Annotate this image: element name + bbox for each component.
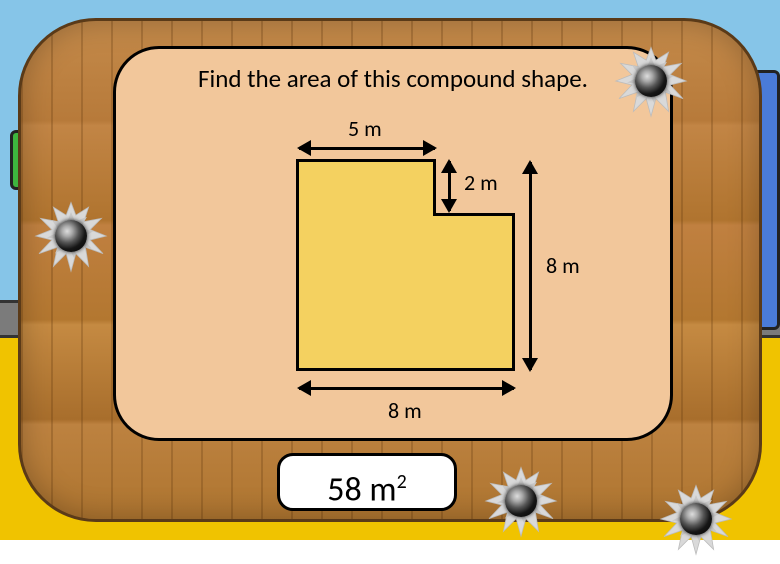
label-bottom-width: 8 m	[388, 397, 422, 424]
compound-shape-part-a	[296, 159, 436, 371]
question-text: Find the area of this compound shape.	[116, 63, 670, 94]
bullet-hole-icon	[481, 461, 561, 541]
wood-panel: Find the area of this compound shape. 5 …	[18, 18, 762, 522]
arrow-bottom-width	[299, 387, 514, 390]
label-step-height: 2 m	[464, 169, 498, 196]
bullet-hole-icon	[611, 41, 691, 121]
shape-join-cover	[426, 216, 446, 368]
answer-exponent: 2	[397, 470, 407, 494]
arrow-step-height	[448, 161, 451, 211]
label-right-height: 8 m	[546, 252, 580, 279]
bullet-hole-icon	[656, 479, 736, 559]
bullet-hole-icon	[31, 196, 111, 276]
diagram-area: 5 m 2 m 8 m 8 m	[116, 107, 670, 438]
answer-value: 58 m	[327, 469, 396, 510]
label-top-width: 5 m	[348, 115, 382, 142]
arrow-top-width	[299, 147, 435, 150]
question-card: Find the area of this compound shape. 5 …	[113, 46, 673, 441]
answer-box: 58 m2	[277, 453, 457, 511]
arrow-right-height	[529, 162, 532, 370]
